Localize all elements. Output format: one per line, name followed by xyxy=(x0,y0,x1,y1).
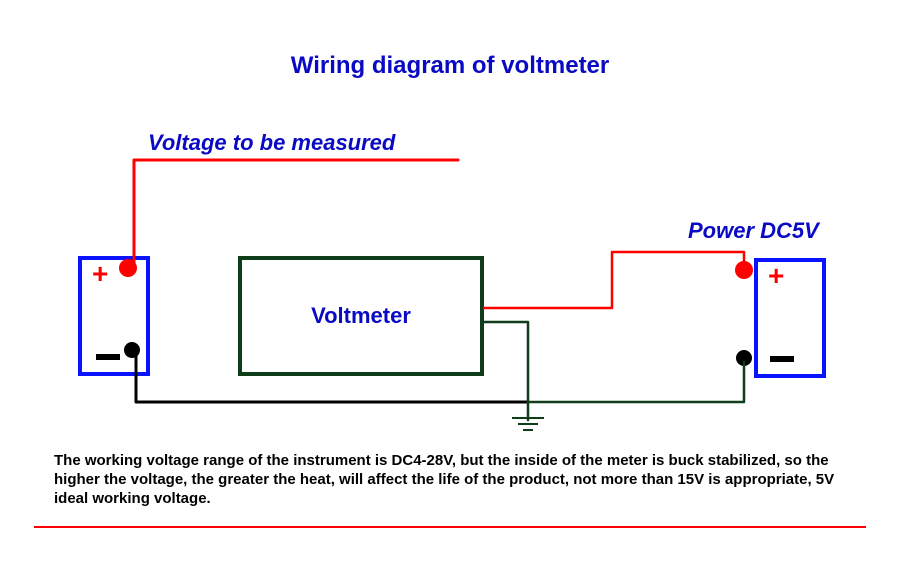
battery-measured-minus xyxy=(96,354,120,360)
battery-measured-pos-terminal xyxy=(119,259,137,277)
battery-measured-plus: + xyxy=(92,260,108,288)
battery-measured-neg-terminal xyxy=(124,342,140,358)
battery-power-neg-terminal xyxy=(736,350,752,366)
footnote-text: The working voltage range of the instrum… xyxy=(54,452,854,508)
bottom-divider xyxy=(34,526,866,528)
battery-power-minus xyxy=(770,356,794,362)
label-power-dc5v: Power DC5V xyxy=(688,218,819,244)
wire-measured-positive xyxy=(134,160,458,268)
label-voltage-measured: Voltage to be measured xyxy=(148,130,395,156)
diagram-title: Wiring diagram of voltmeter xyxy=(0,52,900,80)
wire-power-positive xyxy=(484,252,744,308)
wire-ground-drop xyxy=(484,322,528,420)
voltmeter-label: Voltmeter xyxy=(311,303,411,329)
ground-symbol xyxy=(512,418,544,430)
battery-power-pos-terminal xyxy=(735,261,753,279)
wire-power-negative xyxy=(528,362,744,402)
battery-power-plus: + xyxy=(768,262,784,290)
voltmeter-box: Voltmeter xyxy=(238,256,484,376)
